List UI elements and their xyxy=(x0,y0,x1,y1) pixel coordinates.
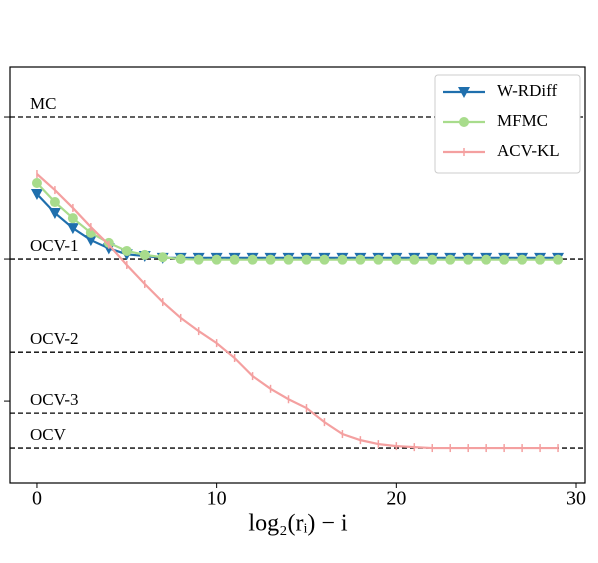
data-point xyxy=(157,252,168,263)
data-point xyxy=(355,254,366,265)
data-point xyxy=(409,254,420,265)
reference-label: OCV-1 xyxy=(30,236,79,255)
data-point xyxy=(229,254,240,265)
data-point xyxy=(373,254,384,265)
legend-marker xyxy=(458,87,470,98)
data-point xyxy=(481,254,492,265)
data-point xyxy=(211,254,222,265)
reference-label: MC xyxy=(30,94,56,113)
series-line xyxy=(36,193,559,259)
reference-label: OCV-3 xyxy=(30,390,79,409)
data-point xyxy=(265,254,276,265)
series-line xyxy=(36,173,559,450)
data-point xyxy=(49,197,60,208)
data-point xyxy=(84,235,97,247)
data-point xyxy=(391,254,402,265)
data-point xyxy=(121,245,132,256)
data-point xyxy=(48,207,61,219)
data-point xyxy=(499,254,510,265)
data-point xyxy=(247,254,258,265)
data-point xyxy=(139,249,150,260)
data-point xyxy=(517,254,528,265)
x-tick-label: 0 xyxy=(32,488,42,510)
data-point xyxy=(193,254,204,265)
data-point xyxy=(337,254,348,265)
plot-frame xyxy=(9,66,586,484)
data-point xyxy=(67,213,78,224)
x-axis-label: log₂(rᵢ) − i xyxy=(248,511,347,537)
x-tick-label: 10 xyxy=(207,488,227,510)
legend-label: ACV-KL xyxy=(497,141,560,160)
legend-label: MFMC xyxy=(497,111,548,130)
data-point xyxy=(66,223,79,235)
reference-label: OCV-2 xyxy=(30,329,79,348)
legend: W-RDiff MFMC ACV-KL xyxy=(434,74,581,174)
reference-label: OCV xyxy=(30,425,67,444)
data-point xyxy=(319,254,330,265)
series-line xyxy=(36,182,559,261)
data-point xyxy=(463,254,474,265)
x-tick-label: 30 xyxy=(566,488,586,510)
legend-marker xyxy=(459,117,469,127)
data-point xyxy=(30,189,43,201)
legend-label: W-RDiff xyxy=(497,81,557,100)
data-point xyxy=(445,254,456,265)
data-point xyxy=(175,254,186,265)
data-point xyxy=(301,254,312,265)
data-point xyxy=(553,254,564,265)
data-point xyxy=(535,254,546,265)
data-point xyxy=(283,254,294,265)
legend-box xyxy=(434,74,581,174)
x-tick-label: 20 xyxy=(386,488,406,510)
data-point xyxy=(31,178,42,189)
data-point xyxy=(427,254,438,265)
